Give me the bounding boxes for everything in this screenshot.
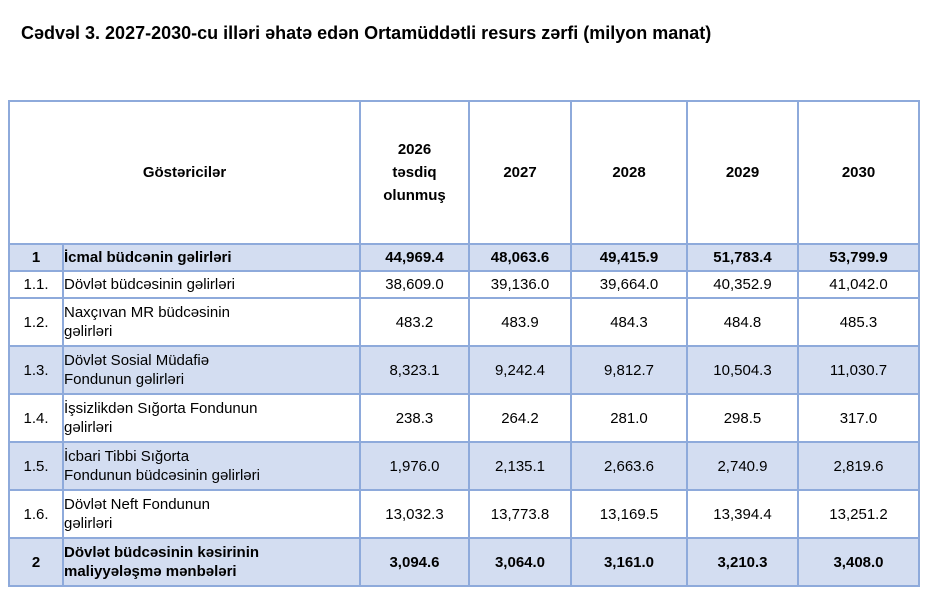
row-value: 2,663.6 bbox=[570, 441, 688, 491]
table-body: 1 İcmal büdcənin gəlirləri 44,969.4 48,063.… bbox=[8, 243, 920, 587]
row-value: 39,664.0 bbox=[570, 270, 688, 299]
header-indicators: Göstəricilər bbox=[8, 100, 361, 245]
row-value: 49,415.9 bbox=[570, 243, 688, 272]
table-row: 1.1. Dövlət büdcəsinin gəlirləri 38,609.0 3… bbox=[8, 270, 920, 299]
row-label: Dövlət büdcəsinin gəlirləri bbox=[62, 270, 361, 299]
row-value: 485.3 bbox=[797, 297, 920, 347]
row-number: 1.3. bbox=[8, 345, 64, 395]
row-value: 483.9 bbox=[468, 297, 572, 347]
row-value: 51,783.4 bbox=[686, 243, 799, 272]
row-value: 44,969.4 bbox=[359, 243, 470, 272]
row-value: 2,819.6 bbox=[797, 441, 920, 491]
row-number: 1.2. bbox=[8, 297, 64, 347]
row-value: 8,323.1 bbox=[359, 345, 470, 395]
header-2026-approved: 2026 təsdiq olunmuş bbox=[359, 100, 470, 245]
row-number: 1.4. bbox=[8, 393, 64, 443]
table-row: 1.6. Dövlət Neft Fondunun gəlirləri 13,032… bbox=[8, 489, 920, 539]
row-value: 10,504.3 bbox=[686, 345, 799, 395]
header-2029: 2029 bbox=[686, 100, 799, 245]
table-header-row: Göstəricilər 2026 təsdiq olunmuş 2027 20… bbox=[8, 100, 920, 245]
row-value: 13,773.8 bbox=[468, 489, 572, 539]
row-number: 1.5. bbox=[8, 441, 64, 491]
row-value: 13,394.4 bbox=[686, 489, 799, 539]
table-row: 1.2. Naxçıvan MR büdcəsinin gəlirləri 483.… bbox=[8, 297, 920, 347]
row-number: 1 bbox=[8, 243, 64, 272]
row-value: 3,064.0 bbox=[468, 537, 572, 587]
row-value: 483.2 bbox=[359, 297, 470, 347]
row-value: 13,169.5 bbox=[570, 489, 688, 539]
row-value: 3,210.3 bbox=[686, 537, 799, 587]
row-value: 40,352.9 bbox=[686, 270, 799, 299]
row-value: 41,042.0 bbox=[797, 270, 920, 299]
row-label: İcmal büdcənin gəlirləri bbox=[62, 243, 361, 272]
row-number: 2 bbox=[8, 537, 64, 587]
row-label: İşsizlikdən Sığorta Fondunun gəlirləri bbox=[62, 393, 361, 443]
row-label: Naxçıvan MR büdcəsinin gəlirləri bbox=[62, 297, 361, 347]
row-label: Dövlət Sosial Müdafiə Fondunun gəlirləri bbox=[62, 345, 361, 395]
row-value: 238.3 bbox=[359, 393, 470, 443]
row-value: 11,030.7 bbox=[797, 345, 920, 395]
row-value: 3,161.0 bbox=[570, 537, 688, 587]
row-value: 2,135.1 bbox=[468, 441, 572, 491]
row-label: İcbari Tibbi Sığorta Fondunun büdcəsinin… bbox=[62, 441, 361, 491]
row-value: 281.0 bbox=[570, 393, 688, 443]
row-value: 298.5 bbox=[686, 393, 799, 443]
row-value: 13,251.2 bbox=[797, 489, 920, 539]
row-value: 48,063.6 bbox=[468, 243, 572, 272]
row-value: 2,740.9 bbox=[686, 441, 799, 491]
header-2027: 2027 bbox=[468, 100, 572, 245]
row-label: Dövlət Neft Fondunun gəlirləri bbox=[62, 489, 361, 539]
row-value: 39,136.0 bbox=[468, 270, 572, 299]
row-value: 317.0 bbox=[797, 393, 920, 443]
row-value: 264.2 bbox=[468, 393, 572, 443]
row-value: 3,094.6 bbox=[359, 537, 470, 587]
row-value: 3,408.0 bbox=[797, 537, 920, 587]
header-2030: 2030 bbox=[797, 100, 920, 245]
row-value: 484.8 bbox=[686, 297, 799, 347]
row-value: 9,242.4 bbox=[468, 345, 572, 395]
table-row: 1.5. İcbari Tibbi Sığorta Fondunun büdcəs… bbox=[8, 441, 920, 491]
row-number: 1.1. bbox=[8, 270, 64, 299]
table-row: 1 İcmal büdcənin gəlirləri 44,969.4 48,063.… bbox=[8, 243, 920, 272]
row-label: Dövlət büdcəsinin kəsirinin maliyyələşmə… bbox=[62, 537, 361, 587]
row-value: 1,976.0 bbox=[359, 441, 470, 491]
header-2028: 2028 bbox=[570, 100, 688, 245]
row-number: 1.6. bbox=[8, 489, 64, 539]
table-row: 1.3. Dövlət Sosial Müdafiə Fondunun gəlir… bbox=[8, 345, 920, 395]
document-title: Cədvəl 3. 2027-2030-cu illəri əhatə edən… bbox=[21, 23, 712, 43]
resource-table: Göstəricilər 2026 təsdiq olunmuş 2027 20… bbox=[8, 100, 920, 587]
row-value: 484.3 bbox=[570, 297, 688, 347]
row-value: 13,032.3 bbox=[359, 489, 470, 539]
row-value: 9,812.7 bbox=[570, 345, 688, 395]
row-value: 38,609.0 bbox=[359, 270, 470, 299]
table-row: 2 Dövlət büdcəsinin kəsirinin maliyyələşm… bbox=[8, 537, 920, 587]
table-row: 1.4. İşsizlikdən Sığorta Fondunun gəlirlə… bbox=[8, 393, 920, 443]
row-value: 53,799.9 bbox=[797, 243, 920, 272]
